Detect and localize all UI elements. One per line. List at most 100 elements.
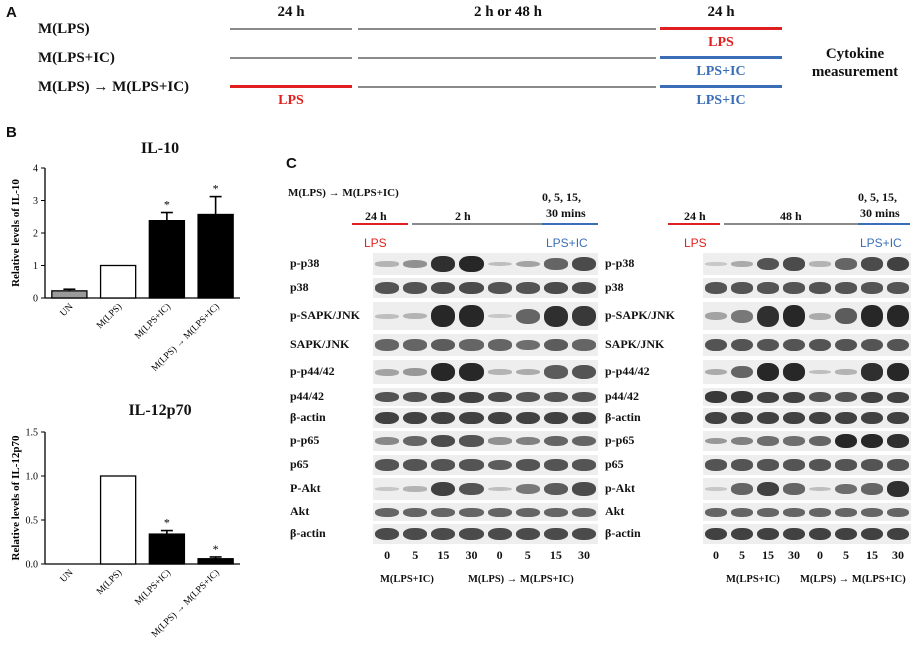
- right-blot-band: [809, 411, 831, 425]
- right-blot-band: [861, 305, 883, 327]
- bar: [148, 220, 186, 299]
- timeline-head-middle: 2 h or 48 h: [473, 4, 543, 20]
- right-blot-row-label: p65: [605, 457, 624, 471]
- right-blot-band: [861, 527, 883, 541]
- y-tick-label: 1: [33, 261, 38, 272]
- right-blot-band: [757, 436, 779, 446]
- left-blot-band: [459, 482, 484, 496]
- timeline-head-first: 24 h: [277, 4, 305, 20]
- bar: [99, 475, 137, 565]
- right-blot-band: [757, 338, 779, 352]
- left-blot-band: [487, 528, 512, 540]
- bar: [51, 290, 88, 299]
- left-blot-band: [543, 282, 568, 294]
- left-blot-band: [515, 339, 540, 351]
- right-blot-band: [835, 338, 857, 352]
- left-blot-band: [459, 305, 484, 327]
- right-blot-row-label: p-p38: [605, 256, 635, 270]
- left-blot-row-label: Akt: [290, 504, 310, 518]
- right-blot-band: [757, 391, 779, 403]
- left-blot-band: [375, 528, 400, 540]
- right-blot-band: [705, 411, 727, 425]
- timeline-row2-seg1: [230, 57, 352, 59]
- left-blot-band: [571, 482, 596, 496]
- left-blot-band: [375, 261, 400, 267]
- left-blot-band: [543, 305, 568, 327]
- significance-star: *: [213, 182, 219, 196]
- left-blot-band: [487, 369, 512, 375]
- right-lps-label: LPS: [684, 236, 707, 250]
- left-blot-band: [431, 256, 456, 272]
- left-blot-band: [571, 411, 596, 425]
- left-blot-band: [543, 459, 568, 471]
- significance-star: *: [213, 542, 219, 556]
- right-blot-strip: [703, 524, 911, 544]
- right-blot-band: [887, 459, 909, 471]
- right-period-second-line: [724, 223, 858, 225]
- right-blot-band: [705, 437, 727, 445]
- right-blot-band: [783, 257, 805, 271]
- right-blot-band: [835, 411, 857, 425]
- left-blot-band: [431, 481, 456, 497]
- left-lane-number: 5: [412, 548, 419, 562]
- right-timepoints-2: 30 mins: [860, 206, 900, 220]
- significance-star: *: [164, 516, 170, 530]
- left-blot-strip: [373, 302, 598, 330]
- left-blot-band: [543, 507, 568, 517]
- left-blot-band: [431, 282, 456, 294]
- right-blot-row-label: p38: [605, 280, 624, 294]
- right-blot-band: [757, 527, 779, 541]
- right-blot-row-label: p-SAPK/JNK: [605, 308, 676, 322]
- il12-chart-title: IL-12p70: [128, 402, 192, 419]
- left-blot-band: [571, 392, 596, 402]
- left-blot-band: [571, 507, 596, 517]
- right-blot-band: [835, 507, 857, 517]
- left-blot-band: [403, 435, 428, 447]
- panel-a-letter: A: [6, 4, 17, 21]
- right-lane-number: 0: [713, 548, 719, 562]
- right-blot-band: [887, 507, 909, 517]
- left-blot-strip: [373, 478, 598, 500]
- left-blot-band: [375, 368, 400, 376]
- right-blot-band: [731, 411, 753, 425]
- left-blot-band: [431, 391, 456, 403]
- timeline-row3-lpsic-seg: [660, 85, 782, 88]
- left-blot-row-label: p-SAPK/JNK: [290, 308, 361, 322]
- right-blot-band: [835, 308, 857, 324]
- bar: [197, 213, 234, 299]
- y-tick-label: 1.5: [26, 428, 39, 439]
- left-blot-row-label: p65: [290, 457, 309, 471]
- left-blot-band: [543, 482, 568, 496]
- left-blot-strip: [373, 408, 598, 428]
- y-axis-label: Relative levels of IL-10: [10, 179, 22, 287]
- left-blot-band: [431, 435, 456, 447]
- il10-chart-title: IL-10: [140, 140, 180, 157]
- timeline-row1-seg1: [230, 28, 352, 30]
- right-blot-band: [861, 411, 883, 425]
- left-blot-band: [375, 313, 400, 319]
- left-blot-band: [403, 392, 428, 402]
- right-blot-band: [705, 262, 727, 266]
- right-blot-band: [757, 481, 779, 497]
- right-blot-band: [731, 483, 753, 495]
- timeline-row-label-1: M(LPS): [38, 21, 90, 37]
- right-blot-band: [783, 459, 805, 471]
- category-label: M(LPS+IC): [133, 301, 173, 341]
- timeline-row1-seg2: [358, 28, 656, 30]
- right-blot-band: [731, 282, 753, 294]
- left-period-first: 24 h: [365, 209, 387, 223]
- category-label: M(LPS+IC): [133, 567, 173, 607]
- y-tick-label: 1.0: [26, 472, 39, 483]
- left-blot-band: [403, 459, 428, 471]
- right-blot-strip: [703, 455, 911, 475]
- left-timepoints-2: 30 mins: [546, 206, 586, 220]
- timeline-row2-lpsic-seg: [660, 56, 782, 59]
- right-blot-band: [887, 411, 909, 425]
- y-tick-label: 0.0: [26, 560, 39, 571]
- left-blot-band: [431, 507, 456, 517]
- left-blot-band: [487, 314, 512, 318]
- timeline-row2-treatment: LPS+IC: [696, 64, 746, 79]
- left-blot-band: [431, 459, 456, 471]
- left-blot-band: [487, 507, 512, 517]
- right-blot-band: [705, 338, 727, 352]
